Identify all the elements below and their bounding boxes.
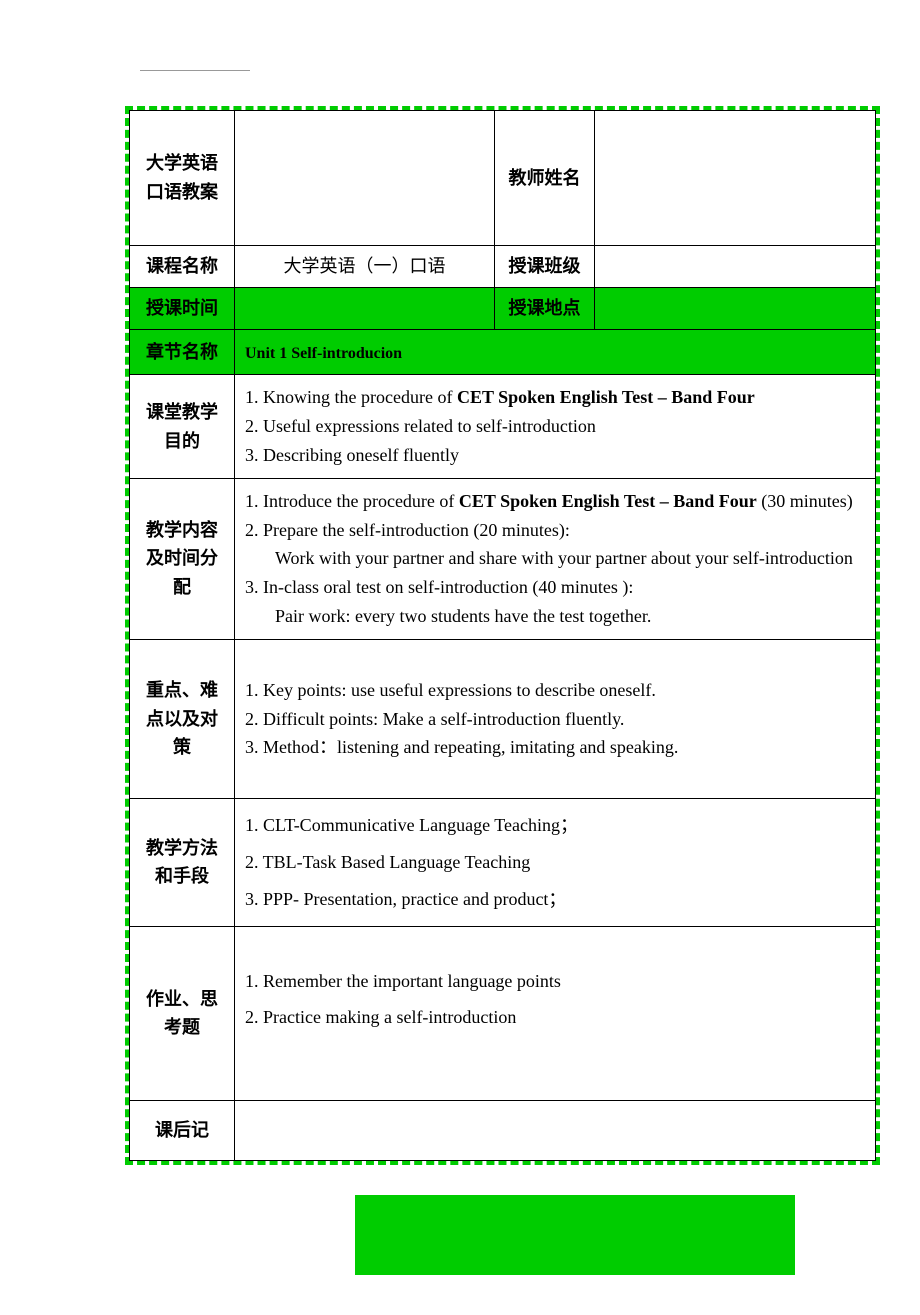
top-divider [140, 70, 250, 71]
key-points-row: 重点、难点以及对策 1. Key points: use useful expr… [130, 639, 876, 798]
content-line-2: 2. Prepare the self-introduction (20 min… [245, 516, 865, 545]
teacher-name-label: 教师姓名 [495, 111, 595, 246]
chapter-label: 章节名称 [130, 329, 235, 375]
class-value [595, 246, 876, 288]
notes-row: 课后记 [130, 1101, 876, 1161]
objective-item-2: 2. Useful expressions related to self-in… [245, 412, 865, 441]
teach-location-label: 授课地点 [495, 287, 595, 329]
content-line-3: Work with your partner and share with yo… [245, 544, 865, 573]
course-name-value: 大学英语（一）口语 [235, 246, 495, 288]
homework-content: 1. Remember the important language point… [235, 926, 876, 1101]
content-line-5: Pair work: every two students have the t… [245, 602, 865, 631]
class-label: 授课班级 [495, 246, 595, 288]
key-points-label: 重点、难点以及对策 [130, 639, 235, 798]
notes-content [235, 1101, 876, 1161]
content-line-4: 3. In-class oral test on self-introducti… [245, 573, 865, 602]
homework-item-1: 1. Remember the important language point… [245, 963, 865, 1000]
objectives-label: 课堂教学目的 [130, 375, 235, 478]
course-name-row: 课程名称 大学英语（一）口语 授课班级 [130, 246, 876, 288]
objective-item-3: 3. Describing oneself fluently [245, 441, 865, 470]
teach-time-row: 授课时间 授课地点 [130, 287, 876, 329]
plan-title-value [235, 111, 495, 246]
teacher-name-value [595, 111, 876, 246]
teach-time-label: 授课时间 [130, 287, 235, 329]
bottom-green-block [355, 1195, 795, 1275]
lesson-plan-table: 大学英语口语教案 教师姓名 课程名称 大学英语（一）口语 授课班级 授课时间 授… [129, 110, 876, 1161]
lesson-plan-container: 大学英语口语教案 教师姓名 课程名称 大学英语（一）口语 授课班级 授课时间 授… [125, 106, 880, 1165]
keypoint-item-1: 1. Key points: use useful expressions to… [245, 676, 865, 705]
methods-row: 教学方法和手段 1. CLT-Communicative Language Te… [130, 799, 876, 926]
content-time-label: 教学内容及时间分配 [130, 478, 235, 639]
content-time-row: 教学内容及时间分配 1. Introduce the procedure of … [130, 478, 876, 639]
methods-label: 教学方法和手段 [130, 799, 235, 926]
chapter-value: Unit 1 Self-introducion [235, 329, 876, 375]
keypoint-item-2: 2. Difficult points: Make a self-introdu… [245, 705, 865, 734]
method-item-1: 1. CLT-Communicative Language Teaching； [245, 807, 865, 844]
homework-row: 作业、思考题 1. Remember the important languag… [130, 926, 876, 1101]
content-time-content: 1. Introduce the procedure of CET Spoken… [235, 478, 876, 639]
objective-item-1: 1. Knowing the procedure of CET Spoken E… [245, 383, 865, 412]
course-name-label: 课程名称 [130, 246, 235, 288]
keypoint-item-3: 3. Method：listening and repeating, imita… [245, 733, 865, 762]
teach-time-value [235, 287, 495, 329]
header-row: 大学英语口语教案 教师姓名 [130, 111, 876, 246]
key-points-content: 1. Key points: use useful expressions to… [235, 639, 876, 798]
content-line-1: 1. Introduce the procedure of CET Spoken… [245, 487, 865, 516]
notes-label: 课后记 [130, 1101, 235, 1161]
method-item-3: 3. PPP- Presentation, practice and produ… [245, 881, 865, 918]
objectives-row: 课堂教学目的 1. Knowing the procedure of CET S… [130, 375, 876, 478]
method-item-2: 2. TBL-Task Based Language Teaching [245, 844, 865, 881]
methods-content: 1. CLT-Communicative Language Teaching； … [235, 799, 876, 926]
objectives-content: 1. Knowing the procedure of CET Spoken E… [235, 375, 876, 478]
plan-title-label: 大学英语口语教案 [130, 111, 235, 246]
teach-location-value [595, 287, 876, 329]
chapter-row: 章节名称 Unit 1 Self-introducion [130, 329, 876, 375]
homework-item-2: 2. Practice making a self-introduction [245, 999, 865, 1036]
chapter-text: Unit 1 Self-introducion [245, 345, 402, 362]
homework-label: 作业、思考题 [130, 926, 235, 1101]
